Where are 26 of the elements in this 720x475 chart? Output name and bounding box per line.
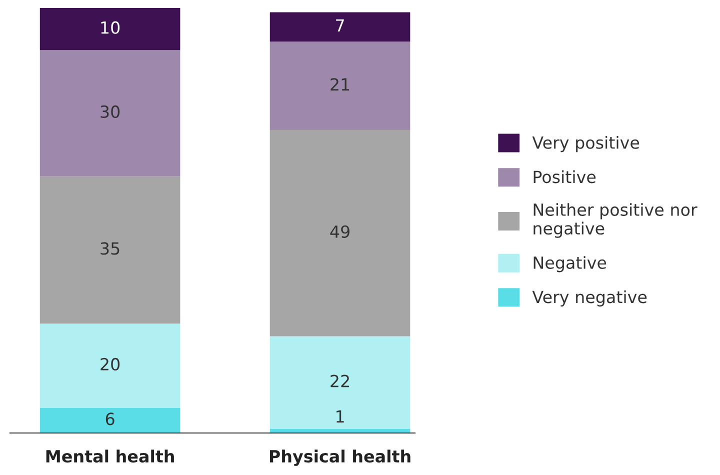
legend-label: Very negative bbox=[532, 290, 647, 306]
bar bbox=[270, 42, 410, 130]
bar bbox=[40, 8, 180, 50]
x-tick-label: Physical health bbox=[270, 450, 410, 466]
bar bbox=[270, 336, 410, 429]
x-tick-label: Mental health bbox=[46, 450, 174, 463]
bar bbox=[270, 130, 410, 336]
data-label: 10 bbox=[101, 21, 120, 34]
legend-label: Positive bbox=[534, 170, 596, 184]
data-label: 22 bbox=[330, 374, 349, 388]
data-label: 30 bbox=[100, 105, 120, 118]
data-label: 20 bbox=[100, 358, 120, 371]
bar bbox=[40, 50, 180, 176]
data-label: 1 bbox=[336, 410, 344, 423]
bar bbox=[270, 12, 410, 42]
bar bbox=[40, 176, 180, 324]
data-label: 6 bbox=[106, 412, 114, 426]
data-label: 49 bbox=[330, 225, 350, 238]
data-label: 35 bbox=[100, 242, 120, 255]
bar bbox=[40, 408, 180, 433]
data-label: 7 bbox=[336, 19, 344, 32]
data-label: 21 bbox=[330, 78, 350, 90]
legend-label: Neither positive nor negative bbox=[534, 203, 698, 238]
bar bbox=[40, 324, 180, 408]
legend-label: Very positive bbox=[532, 136, 640, 152]
legend-label: Negative bbox=[534, 256, 606, 272]
